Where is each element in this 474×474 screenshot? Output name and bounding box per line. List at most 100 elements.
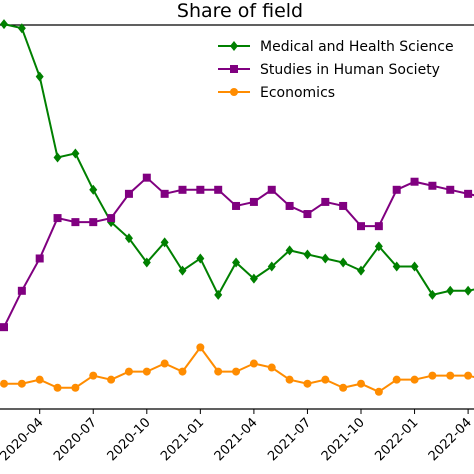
x-tick-label: 2022-01 [372,415,421,464]
data-point [35,254,44,263]
data-point [446,185,455,194]
data-point [53,152,62,163]
data-point [374,241,383,252]
x-tick-label: 2021-01 [158,415,207,464]
data-point [267,185,276,194]
data-point [374,387,383,396]
data-point [321,253,330,264]
data-point [249,197,258,206]
series-studies-in-human-society [0,173,474,332]
x-tick-label: 2020-04 [0,415,47,464]
data-point [464,189,473,198]
data-point [464,371,473,380]
data-point [142,173,151,182]
data-point [89,184,98,195]
data-point [464,285,473,296]
legend-entry: Studies in Human Society [218,62,440,78]
data-point [214,289,223,300]
data-point [374,222,383,231]
data-point [35,375,44,384]
data-point [107,214,116,223]
data-point [0,19,8,30]
legend-label: Medical and Health Science [260,39,454,55]
data-point [321,375,330,384]
data-point [428,371,437,380]
data-point [285,245,294,256]
data-point [178,367,187,376]
data-point [53,383,62,392]
data-point [178,185,187,194]
series-medical-and-health-science [0,19,474,300]
data-point [232,367,241,376]
data-point [107,375,116,384]
data-point [89,218,98,227]
data-point [392,375,401,384]
data-point [249,273,258,284]
data-point [357,265,365,276]
data-point [142,257,151,268]
data-point [214,367,223,376]
data-point [71,383,80,392]
data-point [17,379,26,388]
legend-label: Studies in Human Society [260,62,440,78]
x-tick-label: 2020-10 [105,415,154,464]
data-point [267,363,276,372]
data-point [410,261,419,272]
x-tick-label: 2021-07 [265,415,314,464]
data-point [17,23,26,34]
data-point [357,222,365,231]
data-point [339,201,348,210]
x-tick-label: 2020-07 [51,415,100,464]
data-point [214,185,223,194]
data-point [160,359,169,368]
series-economics [0,343,474,396]
data-point [53,214,62,223]
legend-marker [230,41,238,51]
data-point [446,371,455,380]
data-point [428,181,437,190]
x-tick-label: 2021-04 [212,415,261,464]
legend-label: Economics [260,85,335,101]
data-point [124,233,133,244]
legend-marker [230,88,238,96]
data-point [410,375,419,384]
data-point [249,359,258,368]
x-tick-label: 2021-10 [319,415,368,464]
data-point [303,379,312,388]
data-point [303,210,312,219]
data-point [392,185,401,194]
legend-entry: Medical and Health Science [218,39,454,55]
data-point [196,253,205,264]
series-line [3,176,474,328]
data-point [232,201,241,210]
data-point [35,71,44,82]
data-point [17,286,26,295]
legend-entry: Economics [218,85,335,101]
x-tick-label: 2022-04 [426,415,474,464]
data-point [196,185,205,194]
data-point [285,201,294,210]
data-point [160,237,169,248]
data-point [321,197,330,206]
data-point [357,379,365,388]
data-point [303,249,312,260]
series-line [4,345,474,393]
data-point [446,285,455,296]
data-point [0,379,8,388]
data-point [285,375,294,384]
chart-legend: Medical and Health Science Studies in Hum… [218,39,454,101]
data-point [428,289,437,300]
legend-marker [230,65,238,73]
data-point [410,177,419,186]
data-point [124,367,133,376]
data-point [0,323,8,332]
data-point [178,265,187,276]
series-line [3,23,474,298]
data-point [124,189,133,198]
data-point [142,367,151,376]
data-point [196,343,205,352]
data-point [267,261,276,272]
data-point [339,383,348,392]
data-point [339,257,348,268]
